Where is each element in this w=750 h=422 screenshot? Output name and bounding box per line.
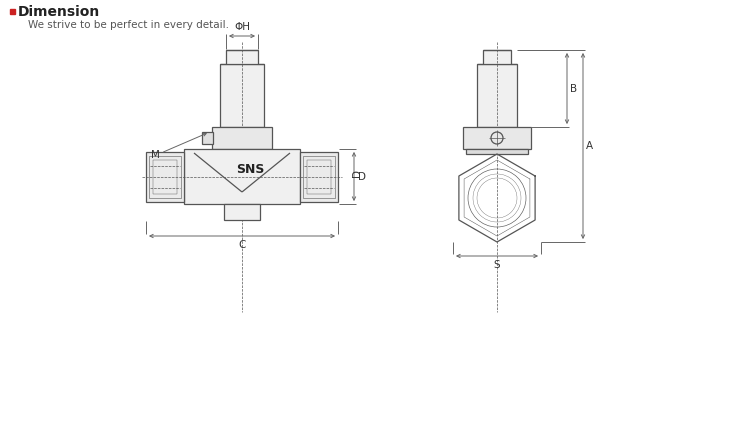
Bar bbox=[303, 155, 335, 197]
Bar bbox=[146, 151, 184, 201]
Text: B: B bbox=[570, 84, 577, 94]
Text: Dimension: Dimension bbox=[18, 5, 101, 19]
Bar bbox=[184, 149, 300, 204]
Bar bbox=[10, 9, 15, 14]
Text: M: M bbox=[151, 150, 160, 160]
Bar bbox=[212, 127, 272, 149]
Bar bbox=[307, 160, 331, 194]
Bar bbox=[226, 50, 258, 64]
Bar bbox=[300, 151, 338, 201]
Text: ΦH: ΦH bbox=[234, 22, 250, 32]
Bar bbox=[477, 64, 517, 127]
Text: SNS: SNS bbox=[236, 163, 264, 176]
Text: D: D bbox=[352, 168, 362, 176]
Bar bbox=[153, 160, 177, 194]
Bar bbox=[224, 204, 260, 220]
Bar bbox=[149, 155, 181, 197]
Text: D: D bbox=[358, 171, 366, 181]
Bar bbox=[483, 50, 511, 64]
Bar bbox=[220, 64, 264, 127]
Text: C: C bbox=[238, 240, 246, 250]
Bar bbox=[466, 149, 528, 154]
Text: S: S bbox=[494, 260, 500, 270]
Text: A: A bbox=[586, 141, 593, 151]
Bar bbox=[463, 127, 531, 149]
Bar bbox=[202, 132, 213, 144]
Text: We strive to be perfect in every detail.: We strive to be perfect in every detail. bbox=[28, 20, 229, 30]
